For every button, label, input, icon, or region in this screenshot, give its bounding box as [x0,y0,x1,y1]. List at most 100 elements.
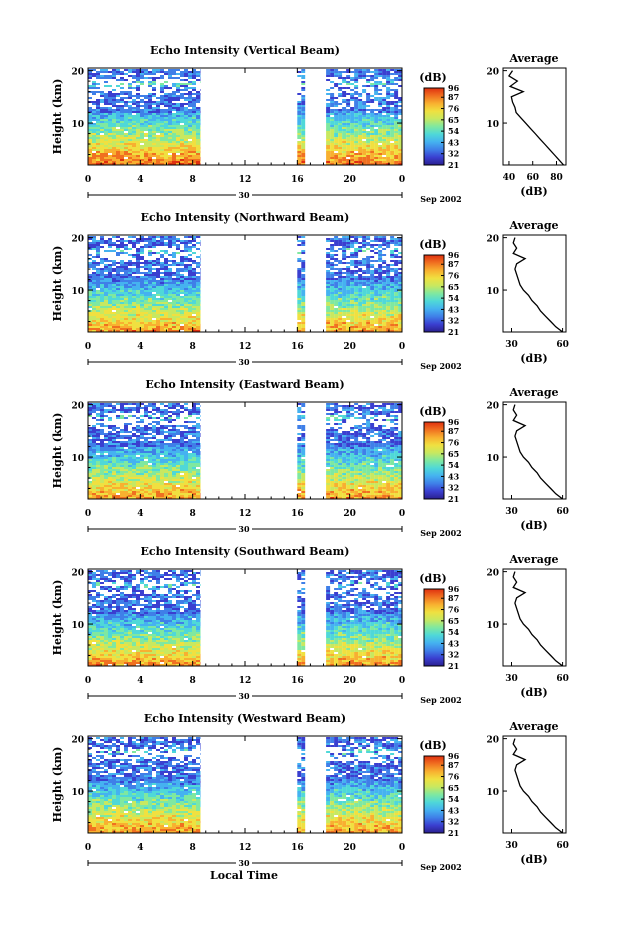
heatmap-cell [156,103,160,105]
heatmap-cell [176,115,180,117]
heatmap-cell [342,258,347,260]
heatmap-cell [136,326,140,328]
heatmap-cell [346,83,351,85]
heatmap-cell [200,240,201,242]
heatmap-cell [301,101,306,103]
heatmap-cell [104,447,108,449]
heatmap-cell [386,280,391,282]
heatmap-cell [350,143,355,145]
heatmap-cell [152,310,156,312]
heatmap-cell [180,133,184,135]
heatmap-cell [168,163,172,165]
heatmap-cell [192,101,196,103]
heatmap-cell [124,314,128,316]
heatmap-cell [398,157,402,159]
heatmap-cell [338,284,343,286]
heatmap-cell [160,326,164,328]
heatmap-cell [350,284,355,286]
heatmap-cell [100,127,104,129]
heatmap-cell [140,252,144,254]
heatmap-cell [148,246,152,248]
heatmap-cell [200,155,201,157]
heatmap-cell [136,113,140,115]
heatmap-cell [92,320,96,322]
heatmap-cell [112,300,116,302]
heatmap-cell [398,85,402,87]
heatmap-cell [330,117,335,119]
heatmap-cell [136,284,140,286]
heatmap-cell [160,143,164,145]
heatmap-cell [196,119,200,121]
heatmap-cell [362,161,367,163]
heatmap-cell [301,157,306,159]
heatmap-cell [96,451,100,453]
heatmap-cell [92,473,96,475]
heatmap-cell [88,449,92,451]
heatmap-cell [358,286,363,288]
heatmap-cell [176,157,180,159]
heatmap-cell [116,262,120,264]
heatmap-cell [200,93,201,95]
heatmap-cell [160,330,164,332]
heatmap-cell [88,107,92,109]
heatmap-cell [168,314,172,316]
heatmap-cell [386,159,391,161]
heatmap-cell [180,443,184,445]
heatmap-cell [148,453,152,455]
heatmap-cell [168,429,172,431]
heatmap-cell [342,288,347,290]
heatmap-cell [104,290,108,292]
heatmap-cell [297,123,302,125]
heatmap-cell [124,441,128,443]
heatmap-cell [374,155,379,157]
heatmap-cell [88,153,92,155]
heatmap-cell [100,447,104,449]
heatmap-cell [144,103,148,105]
heatmap-cell [184,75,188,77]
heatmap-cell [362,290,367,292]
heatmap-cell [152,282,156,284]
heatmap-cell [148,135,152,137]
heatmap-cell [192,143,196,145]
heatmap-cell [168,324,172,326]
heatmap-cell [354,272,359,274]
heatmap-cell [148,300,152,302]
heatmap-cell [96,276,100,278]
heatmap-cell [132,310,136,312]
heatmap-cell [160,304,164,306]
heatmap-cell [100,310,104,312]
heatmap-cell [92,330,96,332]
heatmap-cell [196,447,200,449]
heatmap-cell [116,236,120,238]
heatmap-cell [394,105,399,107]
heatmap-cell [378,89,383,91]
heatmap-cell [338,238,343,240]
heatmap-cell [124,73,128,75]
heatmap-cell [180,326,184,328]
heatmap-cell [354,91,359,93]
heatmap-cell [164,278,168,280]
heatmap-cell [192,105,196,107]
heatmap-cell [196,145,200,147]
heatmap-cell [116,298,120,300]
heatmap-cell [156,284,160,286]
heatmap-cell [378,149,383,151]
average-y-tick-label: 20 [486,68,499,78]
heatmap-cell [144,77,148,79]
heatmap-cell [164,258,168,260]
heatmap-cell [382,133,387,135]
heatmap-cell [378,129,383,131]
heatmap-cell [96,242,100,244]
heatmap-cell [108,149,112,151]
heatmap-cell [297,133,302,135]
heatmap-cell [330,296,335,298]
heatmap-cell [120,129,124,131]
heatmap-cell [200,69,201,71]
heatmap-cell [136,461,140,463]
heatmap-cell [301,292,306,294]
heatmap-cell [200,151,201,153]
heatmap-cell [354,145,359,147]
heatmap-cell [188,143,192,145]
heatmap-cell [382,260,387,262]
heatmap-cell [382,262,387,264]
